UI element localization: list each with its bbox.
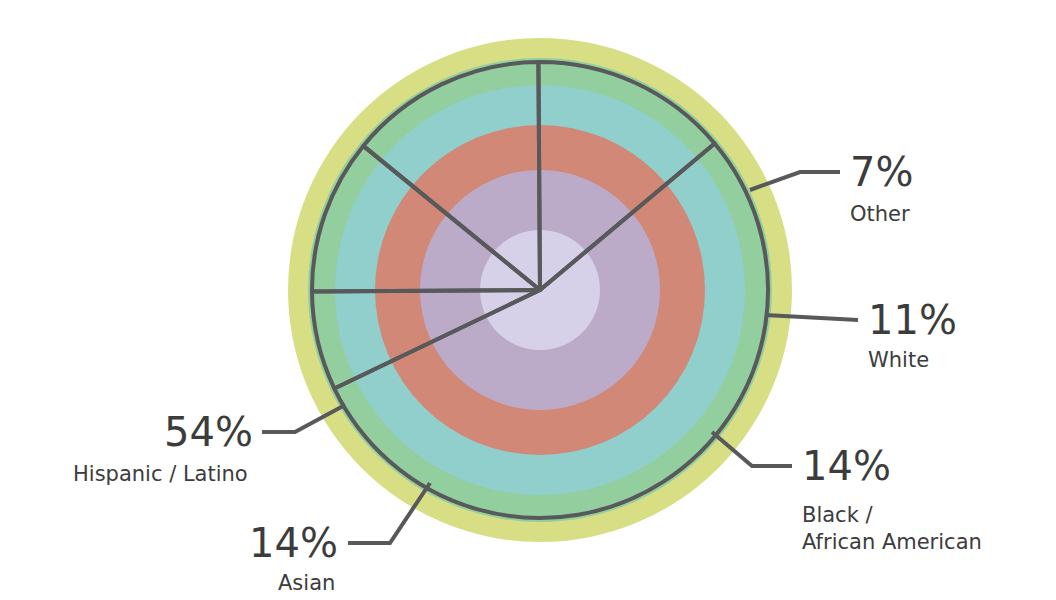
svg-text:Asian: Asian <box>278 571 335 595</box>
svg-text:Other: Other <box>850 202 910 226</box>
svg-text:11%: 11% <box>868 297 957 343</box>
svg-text:54%: 54% <box>164 409 253 455</box>
svg-text:White: White <box>868 348 929 372</box>
svg-text:Hispanic / Latino: Hispanic / Latino <box>73 462 248 486</box>
svg-text:14%: 14% <box>249 520 338 566</box>
svg-text:Black /African American: Black /African American <box>802 503 982 554</box>
svg-text:7%: 7% <box>850 149 913 195</box>
svg-text:14%: 14% <box>802 443 891 489</box>
